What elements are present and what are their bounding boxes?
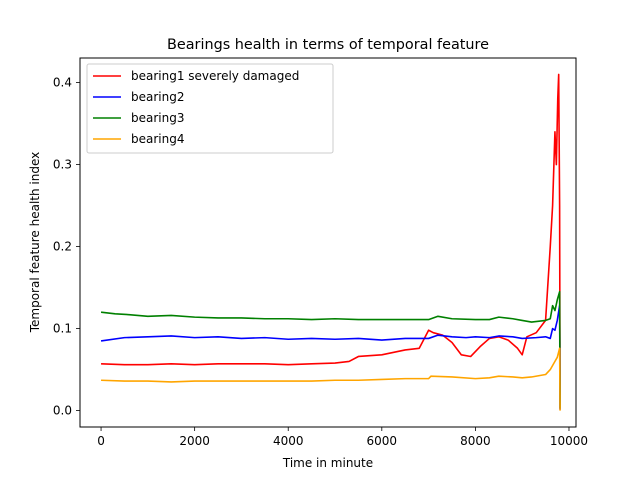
x-axis-title: Time in minute: [282, 456, 373, 470]
y-axis-title: Temporal feature health index: [28, 152, 42, 334]
y-tick-label: 0.4: [53, 76, 72, 90]
series-line-2: [100, 304, 561, 410]
plot-frame: [79, 57, 577, 428]
series-line-4: [101, 347, 561, 411]
legend-box: [86, 63, 334, 154]
x-tick-label: 8000: [460, 434, 491, 448]
y-tick-label: 0.1: [53, 322, 72, 336]
x-tick-label: 10000: [550, 434, 588, 448]
chart-title: Bearings health in terms of temporal fea…: [167, 37, 489, 53]
y-tick-label: 0.0: [53, 404, 72, 418]
series-line-1: [101, 73, 561, 409]
x-tick-label: 4000: [273, 434, 304, 448]
legend-label-2: bearing2: [131, 90, 184, 104]
series-line-3: [100, 290, 561, 409]
legend: bearing1 severely damaged bearing2 bearing…: [86, 63, 334, 154]
legend-label-3: bearing3: [131, 111, 184, 125]
x-axis: 0 2000 4000 6000 8000 10000: [97, 427, 588, 448]
legend-label-1: bearing1 severely damaged: [131, 69, 299, 83]
legend-label-4: bearing4: [131, 132, 184, 146]
x-tick-label: 2000: [179, 434, 210, 448]
y-tick-label: 0.3: [53, 158, 72, 172]
y-tick-label: 0.2: [53, 240, 72, 254]
x-tick-label: 0: [97, 434, 105, 448]
series-layer: [100, 73, 561, 411]
y-axis: 0.0 0.1 0.2 0.3 0.4: [53, 76, 80, 418]
x-tick-label: 6000: [367, 434, 398, 448]
